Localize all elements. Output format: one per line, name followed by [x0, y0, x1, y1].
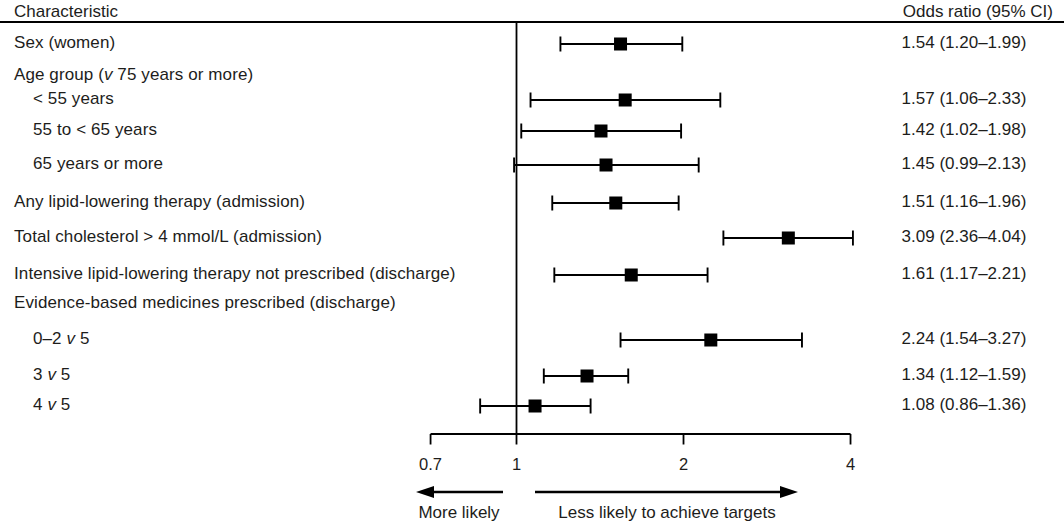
ci-value: 3.09 (2.36–4.04): [864, 227, 1064, 247]
ci-value: 1.54 (1.20–1.99): [864, 33, 1064, 53]
row-label: Intensive lipid-lowering therapy not pre…: [14, 264, 456, 284]
ci-value: 1.42 (1.02–1.98): [864, 120, 1064, 140]
ci-value: 1.08 (0.86–1.36): [864, 395, 1064, 415]
point-estimate-marker: [609, 197, 622, 210]
less-likely-arrow-head: [780, 486, 798, 498]
ci-value: 1.61 (1.17–2.21): [864, 264, 1064, 284]
x-tick-label: 4: [846, 455, 855, 474]
row-label: Sex (women): [14, 33, 115, 53]
ci-value: 1.45 (0.99–2.13): [864, 154, 1064, 174]
row-label: Evidence-based medicines prescribed (dis…: [14, 293, 396, 313]
row-label: Any lipid-lowering therapy (admission): [14, 192, 305, 212]
point-estimate-marker: [625, 269, 638, 282]
x-tick-label: 2: [679, 455, 688, 474]
row-label: 3 v 5: [33, 365, 70, 385]
row-label: Total cholesterol > 4 mmol/L (admission): [14, 227, 322, 247]
ci-value: 2.24 (1.54–3.27): [864, 329, 1064, 349]
row-label: < 55 years: [33, 89, 114, 109]
forest-plot-figure: Characteristic Odds ratio (95% CI) Sex (…: [0, 0, 1064, 523]
point-estimate-marker: [600, 159, 613, 172]
x-tick-label: 1: [512, 455, 521, 474]
row-label: Age group (v 75 years or more): [14, 65, 253, 85]
row-label: 4 v 5: [33, 395, 70, 415]
point-estimate-marker: [614, 38, 627, 51]
more-likely-arrow-head: [416, 486, 434, 498]
point-estimate-marker: [529, 400, 542, 413]
ci-value: 1.34 (1.12–1.59): [864, 365, 1064, 385]
row-label: 55 to < 65 years: [33, 120, 157, 140]
point-estimate-marker: [782, 232, 795, 245]
direction-label-more-likely: More likely: [418, 503, 499, 522]
point-estimate-marker: [704, 334, 717, 347]
ci-value: 1.51 (1.16–1.96): [864, 192, 1064, 212]
point-estimate-marker: [581, 370, 594, 383]
point-estimate-marker: [619, 94, 632, 107]
direction-label-less-likely: Less likely to achieve targets: [558, 503, 775, 522]
ci-value: 1.57 (1.06–2.33): [864, 89, 1064, 109]
row-label: 0–2 v 5: [33, 329, 90, 349]
x-tick-label: 0.7: [419, 455, 442, 474]
row-label: 65 years or more: [33, 154, 163, 174]
point-estimate-marker: [594, 125, 607, 138]
